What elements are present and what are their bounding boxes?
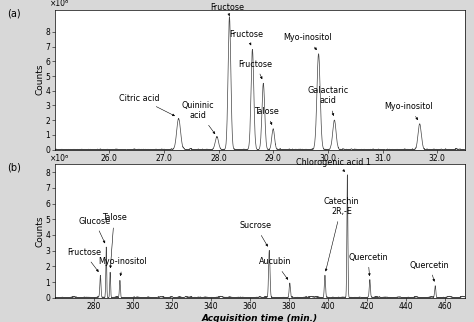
Text: Myo-inositol: Myo-inositol <box>283 33 331 50</box>
Text: Talose: Talose <box>102 213 127 268</box>
Text: Fructose: Fructose <box>67 248 101 271</box>
Text: Chlorogenic acid 1: Chlorogenic acid 1 <box>296 157 371 171</box>
Text: Glucose: Glucose <box>79 216 110 243</box>
Y-axis label: Counts: Counts <box>35 215 44 247</box>
Text: Fructose: Fructose <box>210 3 244 16</box>
Text: Quininic
acid: Quininic acid <box>182 101 215 134</box>
Text: Galactaric
acid: Galactaric acid <box>307 86 348 116</box>
X-axis label: Acquisition time (min.): Acquisition time (min.) <box>201 314 318 322</box>
Text: ×10⁶: ×10⁶ <box>50 0 70 8</box>
Text: Myo-inositol: Myo-inositol <box>99 257 147 276</box>
Text: Sucrose: Sucrose <box>240 221 272 246</box>
Text: ×10⁶: ×10⁶ <box>50 154 70 163</box>
Text: Quercetin: Quercetin <box>410 260 449 281</box>
Text: Myo-inositol: Myo-inositol <box>384 102 433 120</box>
Text: Aucubin: Aucubin <box>259 257 292 279</box>
Text: Quercetin: Quercetin <box>348 253 388 276</box>
Text: Citric acid: Citric acid <box>119 94 174 116</box>
Text: Fructose: Fructose <box>239 60 273 79</box>
Y-axis label: Counts: Counts <box>35 64 44 95</box>
Text: Talose: Talose <box>254 107 278 125</box>
Text: (b): (b) <box>8 163 21 173</box>
Text: Catechin
2R,-E: Catechin 2R,-E <box>324 197 359 271</box>
Text: (a): (a) <box>8 8 21 18</box>
Text: Fructose: Fructose <box>229 30 263 45</box>
